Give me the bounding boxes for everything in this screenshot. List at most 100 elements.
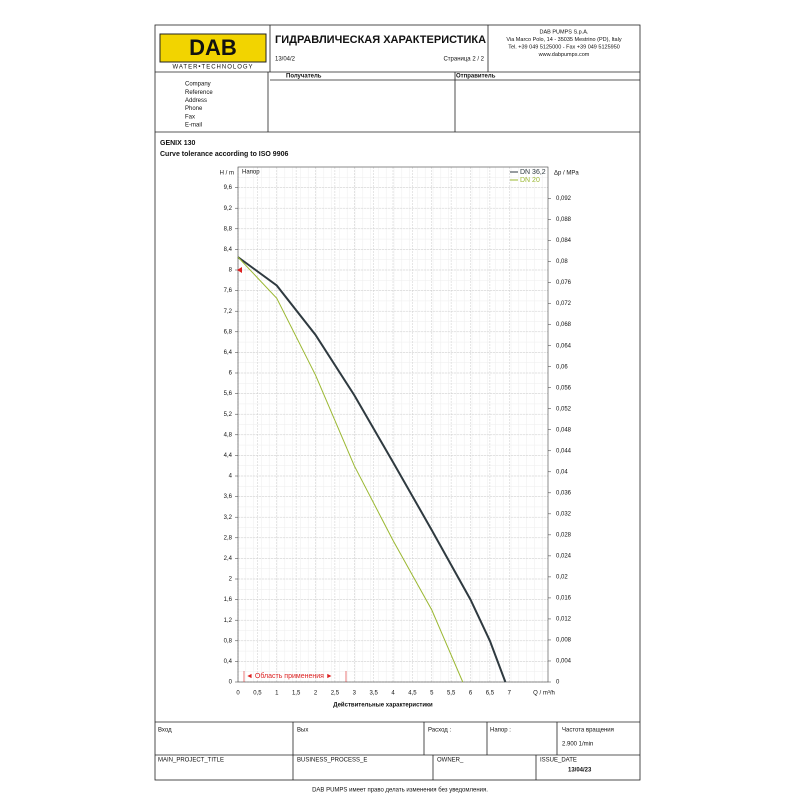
y-tick-label: 1,2 bbox=[224, 618, 233, 624]
y2-tick-label: 0,024 bbox=[556, 553, 572, 559]
y-tick-label: 2 bbox=[229, 577, 233, 583]
y2-tick-label: 0,04 bbox=[556, 469, 568, 475]
y-tick-label: 0,8 bbox=[224, 638, 233, 644]
y-tick-label: 4,4 bbox=[224, 453, 233, 459]
x-tick-label: 5,5 bbox=[447, 691, 456, 697]
y2-tick-label: 0,072 bbox=[556, 301, 572, 307]
y-tick-label: 8,8 bbox=[224, 226, 233, 232]
company-line: Via Marco Polo, 14 - 35035 Mestrino (PD)… bbox=[506, 37, 621, 43]
y2-tick-label: 0,008 bbox=[556, 638, 572, 644]
y-tick-label: 0 bbox=[229, 680, 233, 686]
form-label: Reference bbox=[185, 90, 213, 96]
y-tick-label: 8 bbox=[229, 268, 233, 274]
y2-tick-label: 0,08 bbox=[556, 259, 568, 265]
y-tick-label: 9,6 bbox=[224, 185, 233, 191]
x-tick-label: 5 bbox=[430, 691, 434, 697]
x-tick-label: 7 bbox=[508, 691, 512, 697]
x-label: Q / m³/h bbox=[533, 691, 555, 697]
field-label: ISSUE_DATE bbox=[540, 758, 577, 764]
y-tick-label: 0,4 bbox=[224, 659, 233, 665]
chart-title: GENIX 130 bbox=[160, 140, 196, 147]
y-tick-label: 3,2 bbox=[224, 515, 233, 521]
x-tick-label: 0 bbox=[236, 691, 240, 697]
y-label: H / m bbox=[220, 171, 234, 177]
y-tick-label: 5,6 bbox=[224, 391, 233, 397]
y2-tick-label: 0,064 bbox=[556, 343, 572, 349]
y2-tick-label: 0,088 bbox=[556, 217, 572, 223]
y-tick-label: 6,4 bbox=[224, 350, 233, 356]
x-tick-label: 1,5 bbox=[292, 691, 301, 697]
x-tick-label: 3 bbox=[353, 691, 357, 697]
logo-box bbox=[159, 33, 267, 63]
x-tick-label: 4 bbox=[391, 691, 395, 697]
x-tick-label: 6 bbox=[469, 691, 473, 697]
y-tick-label: 6,8 bbox=[224, 329, 233, 335]
doc-title: ГИДРАВЛИЧЕСКАЯ ХАРАКТЕРИСТИКА bbox=[275, 34, 486, 46]
speed: 2.900 1/min bbox=[562, 742, 593, 748]
y2-tick-label: 0,052 bbox=[556, 406, 572, 412]
x-tick-label: 2,5 bbox=[331, 691, 340, 697]
x-tick-label: 1 bbox=[275, 691, 279, 697]
field-label: Вых bbox=[297, 728, 308, 734]
form-label: E-mail bbox=[185, 123, 202, 129]
y2-tick-label: 0,048 bbox=[556, 427, 572, 433]
field-label: Частота вращения bbox=[562, 728, 614, 734]
y2-tick-label: 0,036 bbox=[556, 490, 572, 496]
y-tick-label: 5,2 bbox=[224, 412, 233, 418]
y2-tick-label: 0,056 bbox=[556, 385, 572, 391]
annotation: ◄ Область применения ► bbox=[246, 672, 333, 680]
x-tick-label: 0,5 bbox=[253, 691, 262, 697]
tagline: WATER•TECHNOLOGY bbox=[172, 65, 253, 71]
y-tick-label: 8,4 bbox=[224, 247, 233, 253]
y2-tick-label: 0,084 bbox=[556, 238, 572, 244]
footer-note: DAB PUMPS имеет право делать изменения б… bbox=[312, 788, 488, 794]
legend-label: DN 36,2 bbox=[520, 169, 546, 176]
field-label: OWNER_ bbox=[437, 758, 464, 764]
y-tick-label: 7,2 bbox=[224, 309, 233, 315]
y2-tick-label: 0,068 bbox=[556, 322, 572, 328]
form-label: Company bbox=[185, 82, 211, 88]
marker bbox=[237, 267, 242, 273]
frame bbox=[154, 24, 641, 781]
y2-tick-label: 0,076 bbox=[556, 280, 572, 286]
y2-tick-label: 0,044 bbox=[556, 448, 572, 454]
field-label: BUSINESS_PROCESS_E bbox=[297, 758, 367, 764]
y2-tick-label: 0,028 bbox=[556, 532, 572, 538]
field-label: Напор : bbox=[490, 728, 511, 734]
y-tick-label: 6 bbox=[229, 371, 233, 377]
y-tick-label: 4 bbox=[229, 474, 233, 480]
x-caption: Действительные характеристики bbox=[333, 702, 433, 709]
y-tick-label: 9,2 bbox=[224, 206, 233, 212]
x-tick-label: 6,5 bbox=[486, 691, 495, 697]
y2-tick-label: 0,016 bbox=[556, 595, 572, 601]
y2-tick-label: 0,032 bbox=[556, 511, 572, 517]
y-tick-label: 1,6 bbox=[224, 597, 233, 603]
y2-tick-label: 0,092 bbox=[556, 196, 572, 202]
inner-label: Напор bbox=[242, 170, 260, 176]
company-line: www.dabpumps.com bbox=[538, 52, 590, 58]
y2-tick-label: 0 bbox=[556, 680, 560, 686]
company-line: Tel. +39 049 5125000 - Fax +39 049 51259… bbox=[508, 44, 620, 50]
logo: DAB bbox=[189, 35, 237, 60]
form-label: Address bbox=[185, 98, 207, 104]
chart-subtitle: Curve tolerance according to ISO 9906 bbox=[160, 151, 288, 158]
curve bbox=[237, 256, 507, 683]
page-number: Страница 2 / 2 bbox=[443, 57, 484, 63]
y-tick-label: 2,8 bbox=[224, 535, 233, 541]
legend-label: DN 20 bbox=[520, 177, 540, 184]
y-tick-label: 3,6 bbox=[224, 494, 233, 500]
y2-tick-label: 0,012 bbox=[556, 617, 572, 623]
recipient: Получатель bbox=[286, 74, 322, 80]
field-label: Вход bbox=[158, 728, 172, 734]
curve bbox=[237, 256, 464, 683]
y2-tick-label: 0,004 bbox=[556, 659, 572, 665]
x-tick-label: 2 bbox=[314, 691, 318, 697]
y-tick-label: 4,8 bbox=[224, 432, 233, 438]
plot-frame bbox=[237, 166, 549, 683]
field-label: MAIN_PROJECT_TITLE bbox=[158, 758, 224, 764]
sender: Отправитель bbox=[456, 74, 496, 80]
issue-date: 13/04/23 bbox=[568, 768, 592, 774]
form-label: Phone bbox=[185, 106, 203, 112]
date: 13/04/2 bbox=[275, 57, 296, 63]
